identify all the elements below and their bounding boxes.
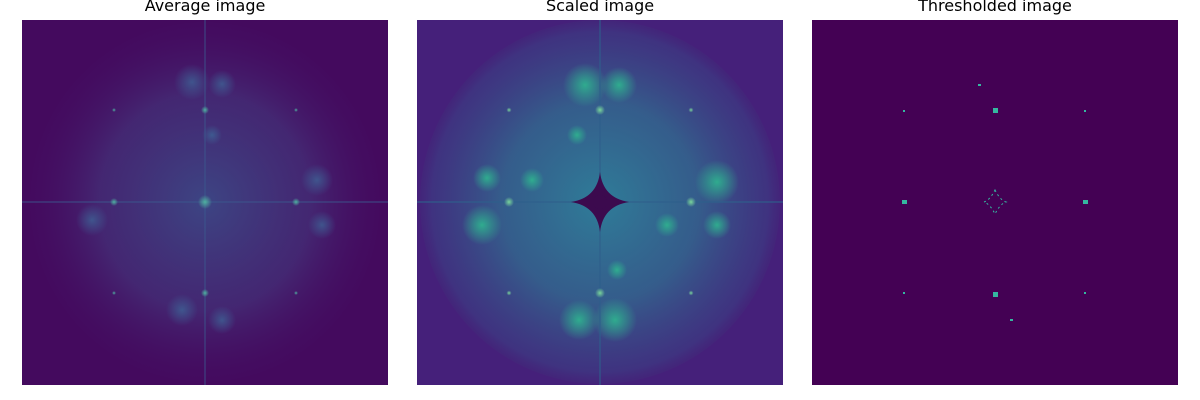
panel-thresholded: Thresholded image	[812, 0, 1178, 400]
panel-title-scaled: Scaled image	[545, 0, 655, 15]
panel-average: Average image	[22, 0, 388, 400]
thresholded-image	[812, 20, 1178, 385]
average-image	[22, 20, 388, 385]
panel-scaled: Scaled image	[417, 0, 783, 400]
panel-title-average: Average image	[144, 0, 266, 15]
scaled-image	[417, 20, 783, 385]
panel-title-thresholded: Thresholded image	[918, 0, 1072, 15]
